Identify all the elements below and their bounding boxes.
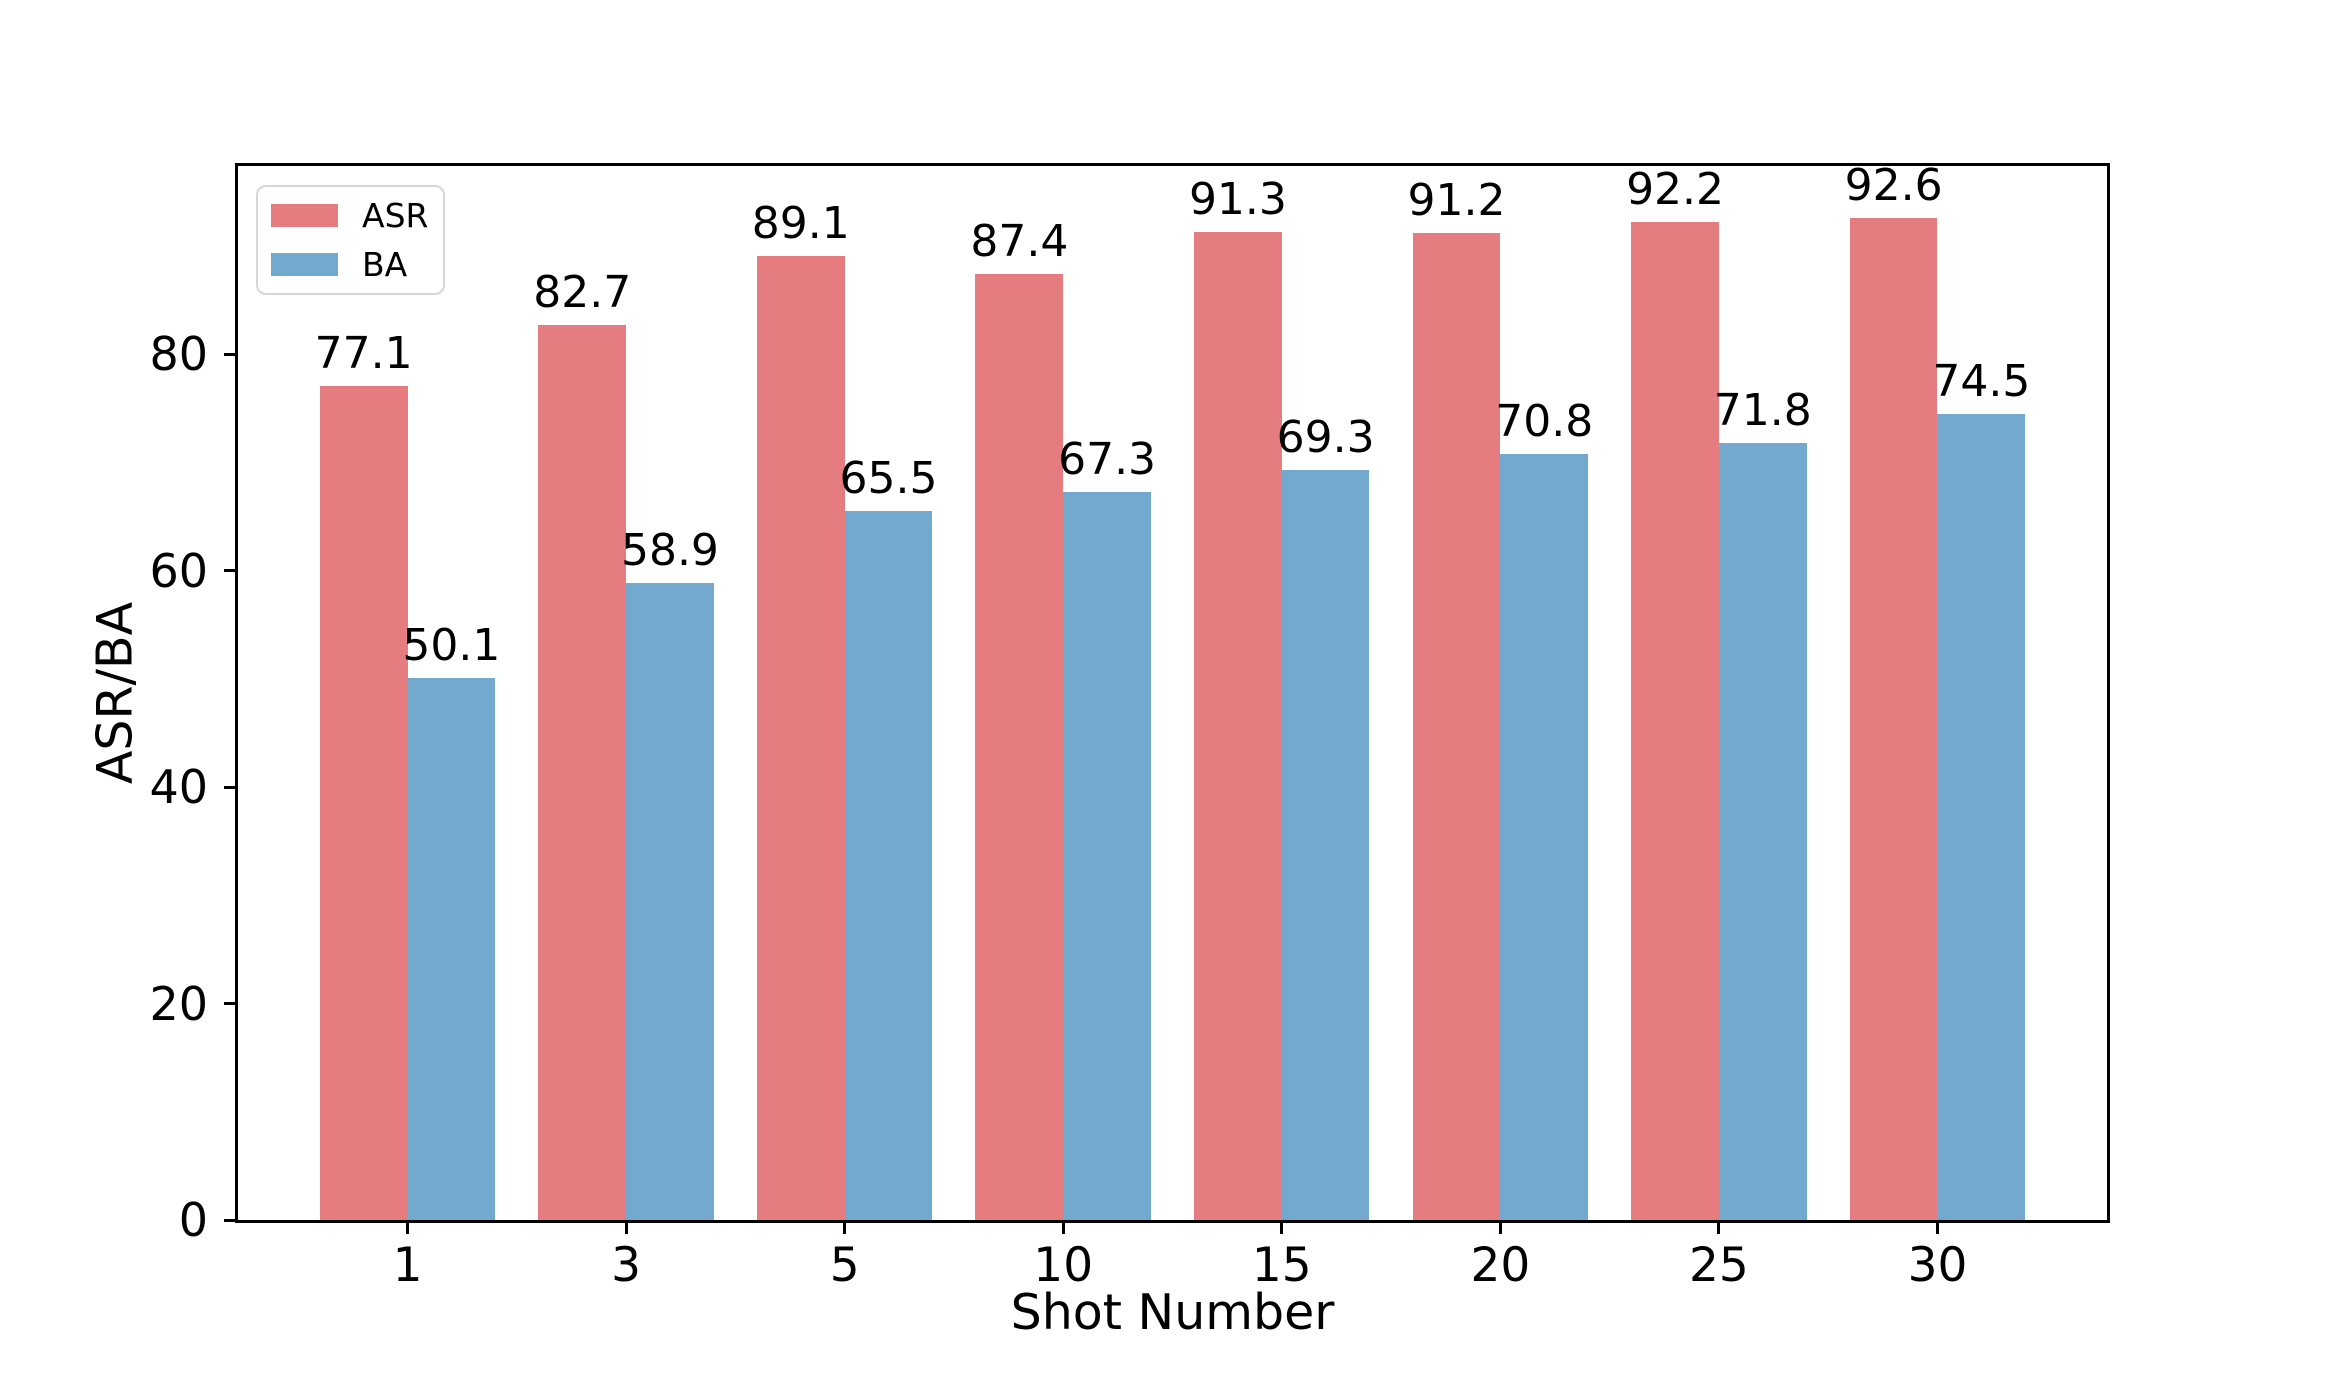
x-tick-label: 5 [829,1238,860,1293]
y-tick-mark [224,569,238,573]
y-tick-label: 60 [149,543,208,598]
y-tick-mark [224,785,238,789]
legend-label-ba: BA [362,245,408,284]
x-tick-label: 25 [1689,1238,1749,1293]
bar-ba-20 [1500,453,1589,1220]
bar-value-label: 89.1 [751,197,850,249]
bar-value-label: 50.1 [402,619,501,671]
bar-value-label: 92.2 [1626,164,1725,216]
x-tick-mark [1717,1220,1721,1234]
x-tick-mark [1061,1220,1065,1234]
legend-item-ba: BA [271,248,443,281]
bar-value-label: 82.7 [533,267,632,319]
bar-value-label: 87.4 [970,216,1069,268]
legend: ASR BA [256,185,445,295]
y-tick-mark [224,1218,238,1222]
x-tick-label: 15 [1251,1238,1312,1293]
bar-asr-20 [1412,233,1501,1220]
bar-ba-5 [844,511,933,1220]
legend-swatch-ba [271,253,338,276]
legend-item-asr: ASR [271,199,443,232]
x-tick-label: 1 [392,1238,423,1293]
bar-value-label: 69.3 [1276,412,1375,464]
bar-value-label: 91.3 [1188,174,1287,226]
bar-value-label: 58.9 [620,524,719,576]
bar-ba-30 [1937,413,2026,1220]
bar-value-label: 74.5 [1932,355,2031,407]
x-tick-mark [1935,1220,1939,1234]
bar-value-label: 77.1 [314,327,413,379]
bar-value-label: 70.8 [1495,395,1594,447]
bar-value-label: 67.3 [1058,433,1157,485]
bar-value-label: 65.5 [839,453,938,505]
bar-asr-3 [538,325,627,1220]
x-tick-mark [406,1220,410,1234]
x-tick-label: 20 [1470,1238,1531,1293]
bar-asr-1 [319,385,408,1220]
bar-value-label: 92.6 [1844,159,1943,211]
x-tick-mark [1280,1220,1284,1234]
bar-ba-3 [626,582,714,1220]
bar-asr-10 [975,274,1064,1220]
y-tick-mark [224,352,238,356]
x-tick-mark [843,1220,847,1234]
y-tick-label: 80 [149,327,208,382]
bar-ba-25 [1718,443,1807,1220]
legend-label-asr: ASR [362,196,429,235]
x-tick-mark [624,1220,628,1234]
bar-asr-25 [1631,222,1719,1220]
bar-value-label: 91.2 [1407,175,1506,227]
bar-asr-15 [1194,232,1282,1220]
x-tick-mark [1498,1220,1502,1234]
x-axis-label: Shot Number [1010,1284,1335,1341]
legend-swatch-asr [271,204,338,227]
x-tick-label: 10 [1033,1238,1094,1293]
y-tick-label: 0 [178,1193,208,1247]
bar-ba-1 [407,677,496,1220]
bar-ba-10 [1063,491,1151,1220]
y-tick-mark [224,1002,238,1006]
x-tick-label: 3 [611,1238,642,1293]
bar-value-label: 71.8 [1713,385,1812,437]
y-axis-label: ASR/BA [86,601,144,785]
bar-ba-15 [1281,470,1370,1220]
y-tick-label: 20 [149,976,208,1031]
x-tick-label: 30 [1907,1238,1968,1293]
plot-area: ASR BA 0 20 40 60 80 1 77.1 50.1 3 82.7 58.9 5 89.1 6… [149,159,2110,1289]
bar-asr-5 [756,255,845,1220]
y-tick-label: 40 [149,760,208,815]
bar-asr-30 [1849,217,1938,1220]
